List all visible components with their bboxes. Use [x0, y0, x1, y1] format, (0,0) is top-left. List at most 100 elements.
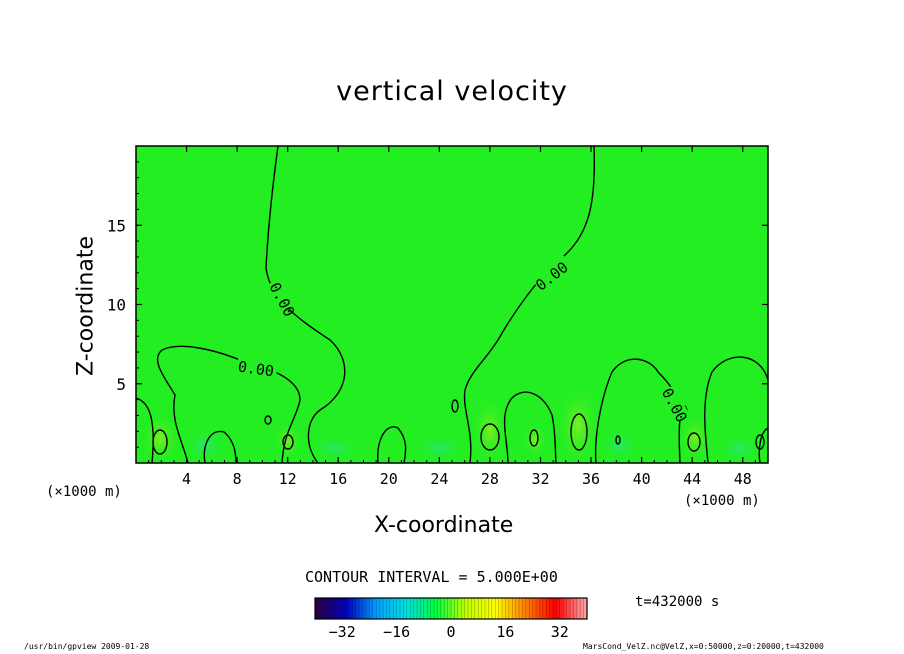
- colorbar-cell: [406, 598, 411, 619]
- x-tick-label: 28: [481, 470, 499, 488]
- colorbar-cell: [376, 598, 380, 619]
- colorbar-cell: [553, 598, 557, 619]
- colorbar-cell: [444, 598, 448, 619]
- colorbar-cell: [461, 598, 465, 619]
- colorbar-cell: [515, 598, 520, 619]
- colorbar-tick-label: 16: [496, 623, 514, 641]
- colorbar-cell: [539, 598, 544, 619]
- colorbar-cell: [583, 598, 588, 619]
- x-tick-label: 12: [279, 470, 297, 488]
- colorbar-cell: [396, 598, 401, 619]
- colorbar-cell: [481, 598, 486, 619]
- colorbar-cell: [366, 598, 370, 619]
- colorbar-cell: [559, 598, 564, 619]
- colorbar-cell: [556, 598, 561, 619]
- colorbar-cell: [328, 598, 333, 619]
- contour-right-bump-1: [503, 391, 557, 463]
- y-axis-label: Z-coordinate: [73, 236, 99, 376]
- x-tick-label: 4: [182, 470, 191, 488]
- x-tick-label: 48: [734, 470, 752, 488]
- colorbar-tick-label: −16: [383, 623, 410, 641]
- colorbar-cell: [342, 598, 346, 619]
- plot-background: [136, 146, 768, 463]
- colorbar-cell: [400, 598, 404, 619]
- colorbar-cell: [474, 598, 479, 619]
- y-axis-ticks: 5 10 15: [107, 161, 768, 448]
- colorbar-cell: [427, 598, 431, 619]
- colorbar-cell: [573, 598, 578, 619]
- colorbar-cell: [315, 598, 319, 619]
- colorbar-cell: [359, 598, 363, 619]
- contour-zero-left-upper: [265, 146, 346, 463]
- colorbar-cell: [410, 598, 414, 619]
- colorbar-cell: [332, 598, 336, 619]
- colorbar-cell: [495, 598, 499, 619]
- colorbar-cell: [522, 598, 527, 619]
- colorbar-tick-label: 32: [551, 623, 569, 641]
- colorbar-cell: [508, 598, 513, 619]
- x-axis-unit-right: (×1000 m): [684, 493, 760, 509]
- colorbar-cell: [529, 598, 533, 619]
- colorbar-cell: [383, 598, 387, 619]
- footer-source: MarsCond_VelZ.nc@VelZ,x=0:50000,z=0:2000…: [583, 642, 824, 651]
- contour-center-small: [377, 426, 407, 463]
- contour-right-bump-2: [594, 358, 681, 463]
- contour-right-edge: [758, 427, 768, 463]
- x-tick-label: 40: [633, 470, 651, 488]
- colorbar-cell: [335, 598, 340, 619]
- colorbar-cell: [338, 598, 343, 619]
- x-tick-label: 44: [683, 470, 701, 488]
- colorbar-cell: [362, 598, 367, 619]
- colorbar-cell: [471, 598, 476, 619]
- colorbar-cell: [440, 598, 445, 619]
- contour-interval-label: CONTOUR INTERVAL = 5.000E+00: [305, 568, 558, 586]
- colorbar-tick-label: 0: [446, 623, 455, 641]
- colorbar-cell: [454, 598, 459, 619]
- x-tick-label: 20: [380, 470, 398, 488]
- footer-command: /usr/bin/gpview 2009-01-28: [24, 642, 150, 651]
- contour-left-small: [203, 430, 237, 463]
- contour-lines: [136, 146, 768, 463]
- colorbar-cell: [502, 598, 506, 619]
- colorbar-cell: [434, 598, 438, 619]
- colorbar-cell: [485, 598, 489, 619]
- colorbar-cell: [321, 598, 326, 619]
- chart-title: vertical velocity: [336, 76, 568, 107]
- colorbar-cell: [417, 598, 421, 619]
- colorbar-cell: [576, 598, 581, 619]
- colorbar-cell: [389, 598, 394, 619]
- x-axis-ticks: 4 8 12 16 20 24 28 32 36 40 44 48: [148, 146, 756, 488]
- colorbar-cell: [386, 598, 391, 619]
- colorbar-cell: [546, 598, 550, 619]
- colorbar-cell: [525, 598, 530, 619]
- colorbar-cell: [352, 598, 357, 619]
- colorbar-cell: [563, 598, 567, 619]
- colorbar-cell: [420, 598, 425, 619]
- colorbar-cell: [325, 598, 329, 619]
- colorbar-cell: [379, 598, 384, 619]
- x-axis-label: X-coordinate: [374, 513, 514, 538]
- colorbar-cell: [318, 598, 323, 619]
- colorbar-ticks: −32 −16 0 16 32: [329, 623, 569, 641]
- colorbar-cell: [430, 598, 435, 619]
- colorbar-cell: [413, 598, 418, 619]
- colorbar-cell: [349, 598, 353, 619]
- colorbar-cell: [372, 598, 377, 619]
- colorbar-cell: [488, 598, 493, 619]
- x-tick-label: 16: [329, 470, 347, 488]
- colorbar-cell: [464, 598, 469, 619]
- contour-right-bump-3: [704, 356, 768, 463]
- y-tick-label: 5: [116, 375, 126, 394]
- colorbar-cell: [369, 598, 374, 619]
- x-tick-label: 36: [582, 470, 600, 488]
- colorbar-cell: [491, 598, 496, 619]
- y-tick-label: 15: [107, 216, 126, 235]
- colorbar-cell: [437, 598, 442, 619]
- colorbar-cell: [512, 598, 516, 619]
- colorbar-cell: [468, 598, 472, 619]
- colorbar-cell: [570, 598, 574, 619]
- colorbar-cell: [532, 598, 537, 619]
- colorbar-cell: [498, 598, 503, 619]
- time-label: t=432000 s: [635, 594, 720, 610]
- contour-left-edge: [136, 397, 154, 463]
